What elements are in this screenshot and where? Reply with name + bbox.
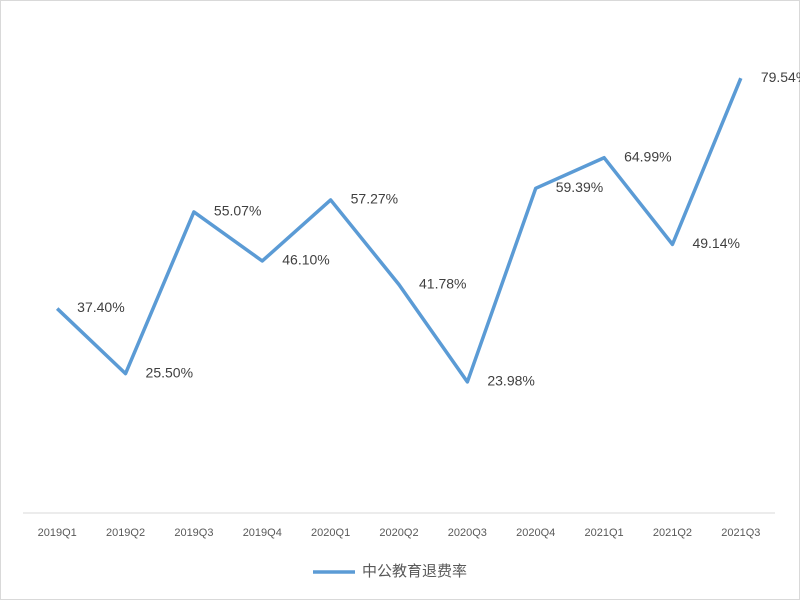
x-tick-label: 2021Q2 bbox=[653, 527, 692, 539]
data-label: 64.99% bbox=[624, 148, 671, 164]
data-label: 59.39% bbox=[556, 179, 603, 195]
x-tick-label: 2019Q4 bbox=[243, 527, 282, 539]
x-tick-label: 2021Q3 bbox=[721, 527, 760, 539]
data-label: 37.40% bbox=[77, 299, 124, 315]
x-tick-label: 2020Q3 bbox=[448, 527, 487, 539]
legend-label: 中公教育退费率 bbox=[362, 563, 467, 580]
x-tick-label: 2019Q2 bbox=[106, 527, 145, 539]
x-tick-label: 2019Q1 bbox=[38, 527, 77, 539]
x-tick-label: 2020Q4 bbox=[516, 527, 555, 539]
data-label: 41.78% bbox=[419, 275, 466, 291]
data-label: 79.54% bbox=[761, 69, 800, 85]
data-line bbox=[55, 77, 743, 384]
data-label: 49.14% bbox=[692, 235, 739, 251]
x-tick-label: 2021Q1 bbox=[585, 527, 624, 539]
x-tick-label: 2020Q1 bbox=[311, 527, 350, 539]
x-tick-label: 2020Q2 bbox=[379, 527, 418, 539]
data-label: 55.07% bbox=[214, 203, 261, 219]
data-label: 46.10% bbox=[282, 252, 329, 268]
data-label: 23.98% bbox=[487, 373, 534, 389]
data-label: 25.50% bbox=[146, 364, 193, 380]
data-label: 57.27% bbox=[351, 191, 398, 207]
x-tick-label: 2019Q3 bbox=[174, 527, 213, 539]
